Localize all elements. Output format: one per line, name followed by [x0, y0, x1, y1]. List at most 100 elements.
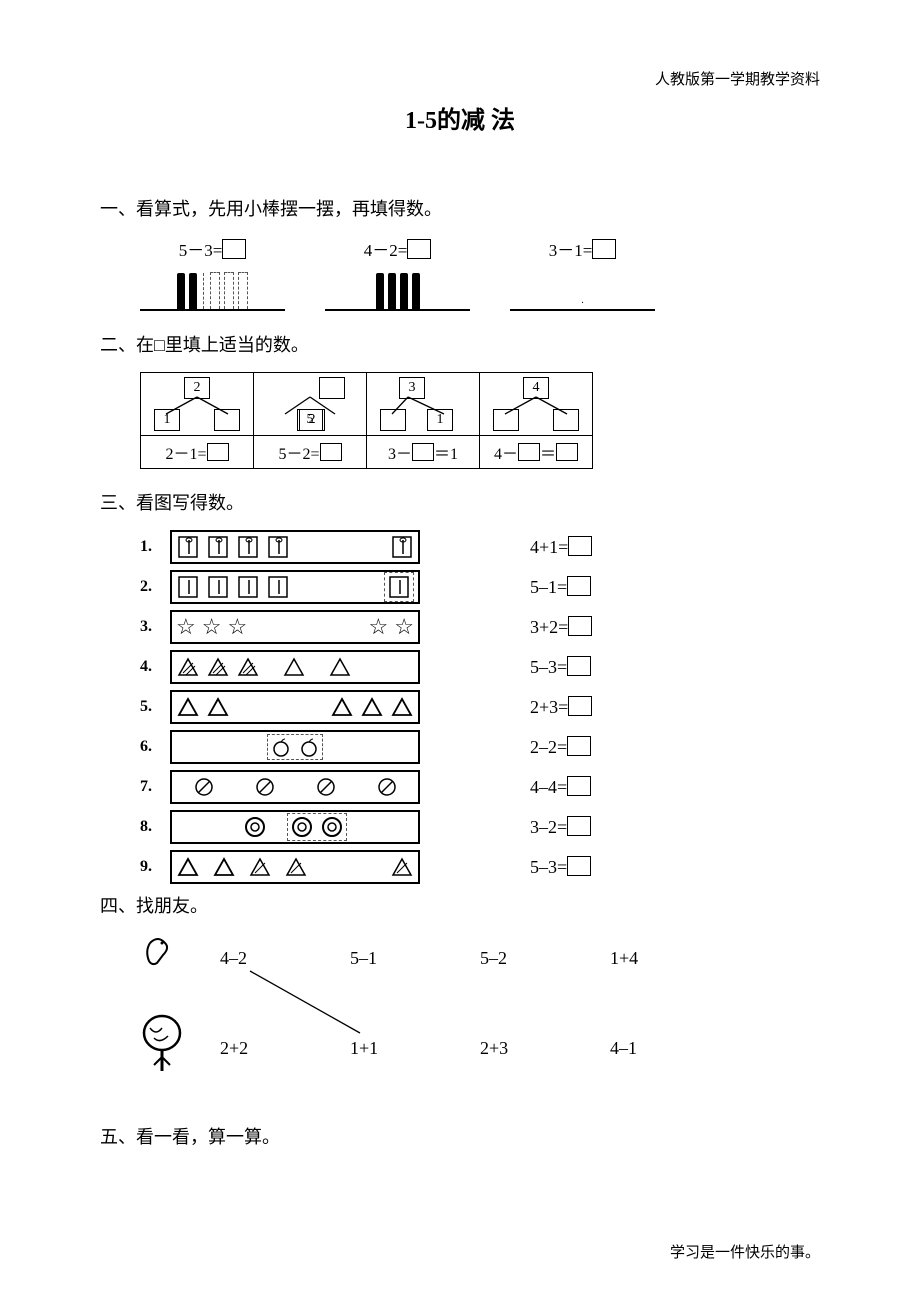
s3-row-9: 9. 5–3=: [140, 850, 820, 884]
pic-box: ☆ ☆ ☆ ☆ ☆: [170, 610, 420, 644]
section-1-row: 5－3= 4－2= 3－1= ·: [140, 236, 820, 311]
section-3-heading: 三、看图写得数。: [100, 489, 820, 515]
answer-box[interactable]: [567, 576, 591, 596]
answer-box[interactable]: [412, 443, 434, 461]
flower-icon: [290, 815, 314, 839]
pic-box: [170, 650, 420, 684]
s2-eq-1: 2－1=: [141, 436, 254, 469]
cup-icon: [390, 534, 414, 560]
answer-box[interactable]: [567, 776, 591, 796]
s2-eq-3: 3－＝1: [367, 436, 480, 469]
s3-eq-9: 5–3=: [530, 856, 591, 878]
pic-box: [170, 530, 420, 564]
match-line: [120, 933, 680, 1083]
answer-box[interactable]: [567, 816, 591, 836]
answer-box[interactable]: [207, 443, 229, 461]
triangle-icon: [390, 696, 414, 718]
star-icon: ☆: [176, 614, 196, 640]
s2-eq-4: 4－＝: [480, 436, 593, 469]
cup-icon: [206, 534, 230, 560]
s3-eq-7: 4–4=: [530, 776, 591, 798]
s3-row-4: 4. 5–3=: [140, 650, 820, 684]
triangle-icon: [328, 656, 352, 678]
s1-eq-3: 3－1=: [510, 236, 655, 261]
pic-box: [170, 690, 420, 724]
answer-box[interactable]: [567, 656, 591, 676]
cup-icon: [176, 574, 200, 600]
answer-box[interactable]: [556, 443, 578, 461]
triangle-hatched-icon: [284, 856, 308, 878]
section-2-table: 2 1 2 5 3 1: [140, 372, 593, 469]
s2-cell-2: 2 5: [254, 373, 367, 436]
s3-eq-1: 4+1=: [530, 536, 592, 558]
triangle-hatched-icon: [206, 656, 230, 678]
s3-eq-4: 5–3=: [530, 656, 591, 678]
s2-cell-4: 4: [480, 373, 593, 436]
dashed-group: [384, 572, 414, 602]
circle-slash-icon: [376, 776, 398, 798]
answer-box[interactable]: [568, 536, 592, 556]
triangle-icon: [212, 856, 236, 878]
pic-box: [170, 810, 420, 844]
section-2-heading: 二、在□里填上适当的数。: [100, 331, 820, 357]
section-1-heading: 一、看算式，先用小棒摆一摆，再填得数。: [100, 195, 820, 221]
cup-icon: [266, 574, 290, 600]
worksheet-page: 人教版第一学期教学资料 1-5的减 法 一、看算式，先用小棒摆一摆，再填得数。 …: [0, 0, 920, 1302]
cup-icon: [387, 574, 411, 600]
circle-slash-icon: [193, 776, 215, 798]
s3-eq-8: 3–2=: [530, 816, 591, 838]
answer-box[interactable]: [493, 409, 519, 431]
section-4-wrap: 4–2 5–1 5–2 1+4 2+2 1+1 2+3 4–1: [120, 933, 820, 1103]
dashed-group: [287, 813, 347, 841]
answer-box[interactable]: [568, 696, 592, 716]
triangle-hatched-icon: [236, 656, 260, 678]
s2-eq-2: 5－2=: [254, 436, 367, 469]
pic-box: [170, 850, 420, 884]
triangle-icon: [176, 696, 200, 718]
triangle-hatched-icon: [390, 856, 414, 878]
s1-group-2: 4－2=: [325, 236, 470, 311]
answer-box[interactable]: [214, 409, 240, 431]
cup-icon: [176, 534, 200, 560]
flower-icon: [320, 815, 344, 839]
section-4-heading: 四、找朋友。: [100, 892, 820, 918]
s3-row-8: 8. 3–2=: [140, 810, 820, 844]
cup-icon: [236, 574, 260, 600]
pic-box: [170, 770, 420, 804]
answer-box[interactable]: [553, 409, 579, 431]
s1-eq-2: 4－2=: [325, 236, 470, 261]
star-icon: ☆: [394, 614, 414, 640]
triangle-icon: [206, 696, 230, 718]
s3-row-7: 7. 4–4=: [140, 770, 820, 804]
answer-box[interactable]: [222, 239, 246, 259]
triangle-hatched-icon: [248, 856, 272, 878]
triangle-icon: [360, 696, 384, 718]
sticks-3: ·: [510, 269, 655, 311]
answer-box[interactable]: [319, 377, 345, 399]
cup-icon: [266, 534, 290, 560]
circle-slash-icon: [315, 776, 337, 798]
cup-icon: [236, 534, 260, 560]
s3-row-5: 5. 2+3=: [140, 690, 820, 724]
answer-box[interactable]: [380, 409, 406, 431]
s2-cell-3: 3 1: [367, 373, 480, 436]
apple-icon: [298, 736, 320, 758]
answer-box[interactable]: [518, 443, 540, 461]
triangle-icon: [330, 696, 354, 718]
s3-eq-6: 2–2=: [530, 736, 591, 758]
section-5-heading: 五、看一看，算一算。: [100, 1123, 820, 1149]
triangle-hatched-icon: [176, 656, 200, 678]
star-icon: ☆: [227, 614, 247, 640]
answer-box[interactable]: [568, 616, 592, 636]
answer-box[interactable]: [407, 239, 431, 259]
s3-row-6: 6. 2–2=: [140, 730, 820, 764]
answer-box[interactable]: [567, 736, 591, 756]
section-3-wrap: 1. 4+1= 2. 5–1=: [140, 530, 820, 884]
s3-row-1: 1. 4+1=: [140, 530, 820, 564]
answer-box[interactable]: [320, 443, 342, 461]
pic-box: [170, 730, 420, 764]
s3-eq-2: 5–1=: [530, 576, 591, 598]
s3-eq-3: 3+2=: [530, 616, 592, 638]
answer-box[interactable]: [567, 856, 591, 876]
answer-box[interactable]: [592, 239, 616, 259]
